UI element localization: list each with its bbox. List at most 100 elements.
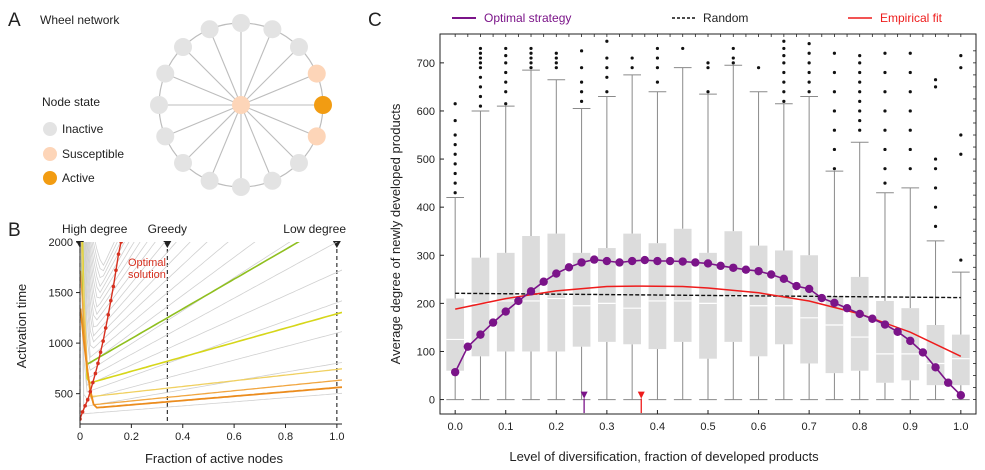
panel-c-plot-area: 0.0 0.1 0.2 0.3 0.4 0.5 0.6 0.7 0.8 0.9 1.0 0 100 200… xyxy=(417,33,977,433)
box-body xyxy=(496,252,515,352)
optimal-solution-point xyxy=(88,389,93,394)
box-outlier xyxy=(782,61,786,65)
activation-curve-3 xyxy=(80,270,342,406)
box-outlier xyxy=(529,61,533,65)
marker-triangle xyxy=(163,241,172,248)
optimal-strategy-point xyxy=(830,298,839,308)
box-outlier xyxy=(933,85,938,89)
box-outlier xyxy=(529,56,533,60)
box-body xyxy=(876,300,894,383)
box-body xyxy=(926,325,945,386)
panel-b-x-tick-label: 1.0 xyxy=(329,431,344,443)
optimal-strategy-point xyxy=(855,309,864,319)
panel-c-x-tick-label: 0.4 xyxy=(650,421,665,433)
optimal-strategy-point xyxy=(767,270,776,279)
panel-c-y-tick-label: 300 xyxy=(417,250,435,262)
wheel-spoke xyxy=(165,73,242,106)
background-curve xyxy=(88,242,135,299)
optimal-solution-point xyxy=(116,252,121,256)
optimal-strategy-point xyxy=(729,263,738,272)
wheel-rim-node xyxy=(200,171,219,190)
box-body xyxy=(471,257,490,357)
wheel-rim-node xyxy=(289,38,308,57)
optimal-solution-point xyxy=(96,361,100,366)
box-outlier xyxy=(478,51,483,55)
box-outlier xyxy=(504,90,508,94)
panel-b-y-tick-label: 1000 xyxy=(49,338,73,350)
box-outlier xyxy=(807,51,811,55)
optimal-solution-point xyxy=(93,371,98,376)
box-outlier xyxy=(933,205,938,209)
panel-b-x-tick-label: 0 xyxy=(77,431,83,443)
wheel-rim-node xyxy=(174,153,193,172)
box-outlier xyxy=(655,56,660,60)
box-outlier xyxy=(832,109,837,113)
box-outlier xyxy=(504,70,508,75)
box-outlier xyxy=(782,80,786,84)
box-outlier xyxy=(832,167,837,171)
panel-b-y-tick-label: 2000 xyxy=(49,237,73,249)
optimal-strategy-point xyxy=(488,318,498,327)
box-outlier xyxy=(782,70,786,75)
wheel-spoke xyxy=(209,29,242,106)
box-outlier xyxy=(959,66,963,70)
panel-b-y-tick-label: 1500 xyxy=(49,288,73,300)
box-outlier xyxy=(529,51,533,55)
box-outlier xyxy=(832,128,837,132)
panel-b-letter: B xyxy=(8,220,21,241)
wheel-spoke xyxy=(240,104,273,181)
box-outlier xyxy=(807,42,811,46)
box-group xyxy=(825,51,844,401)
box-group xyxy=(471,46,490,401)
optimal-strategy-point xyxy=(716,261,725,271)
optimal-strategy-point xyxy=(514,296,523,306)
optimal-strategy-point xyxy=(956,391,966,400)
panel-c-y-tick-label: 0 xyxy=(429,395,435,407)
optimal-strategy-point xyxy=(653,256,662,266)
optimal-strategy-point xyxy=(526,287,536,296)
box-outlier xyxy=(832,147,837,152)
box-outlier xyxy=(858,70,862,75)
background-curve xyxy=(83,242,229,358)
box-outlier xyxy=(782,54,786,58)
panel-c-diversification: C Optimal strategy Random Empirical fit … xyxy=(368,10,977,464)
background-curve xyxy=(90,242,125,288)
box-outlier xyxy=(858,80,862,84)
background-curve xyxy=(81,242,342,386)
box-outlier xyxy=(655,80,660,84)
box-group xyxy=(496,46,515,401)
box-outlier xyxy=(605,66,609,70)
optimal-strategy-point xyxy=(931,363,940,372)
wheel-rim-node xyxy=(307,64,326,83)
box-outlier xyxy=(832,90,837,94)
box-body xyxy=(825,296,844,374)
box-outlier xyxy=(478,46,483,51)
wheel-rim-node xyxy=(232,178,250,196)
box-outlier xyxy=(504,54,508,58)
box-outlier xyxy=(655,66,660,70)
background-curve xyxy=(81,242,342,400)
background-curve xyxy=(85,242,166,328)
wheel-hub-node xyxy=(232,96,250,114)
wheel-rim-node xyxy=(200,20,219,39)
wheel-rim-node xyxy=(263,171,282,190)
box-body xyxy=(547,233,566,352)
optimal-strategy-point xyxy=(868,314,877,323)
box-outlier xyxy=(706,90,710,94)
box-group xyxy=(775,39,793,401)
optimal-solution-point xyxy=(109,298,113,303)
box-outlier xyxy=(504,61,508,65)
box-outlier xyxy=(504,80,508,84)
box-outlier xyxy=(959,258,963,262)
optimal-strategy-point xyxy=(627,256,637,266)
optimal-strategy-point xyxy=(943,378,953,387)
box-outlier xyxy=(933,167,938,171)
panel-c-y-tick-label: 700 xyxy=(417,58,435,70)
box-body xyxy=(572,252,591,347)
optimal-strategy-point xyxy=(918,348,928,357)
optimal-strategy-point xyxy=(501,307,510,316)
panel-b-activation-time: B High degree Greedy Low degree 0 0.2 0.4 0.6… xyxy=(8,220,346,466)
background-curve xyxy=(85,242,177,337)
marker-label: High degree xyxy=(62,222,128,236)
box-outlier xyxy=(807,70,811,75)
